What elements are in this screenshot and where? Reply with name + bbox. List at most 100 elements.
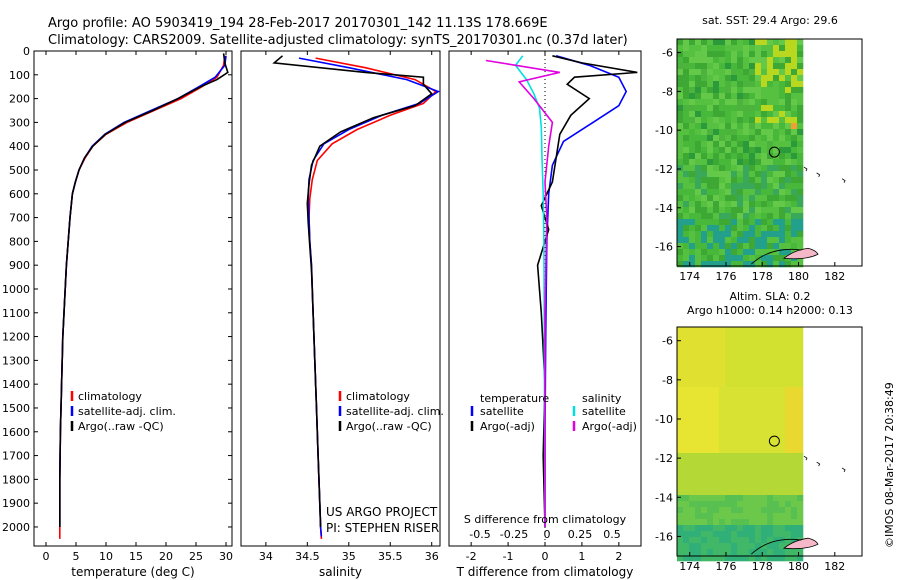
map-cell (713, 333, 720, 340)
legend-entry: Argo(-adj) (582, 420, 637, 433)
map-cell (677, 177, 684, 184)
y-tick-label: 1300 (2, 354, 30, 367)
map-cell (767, 189, 774, 196)
map-cell (755, 387, 762, 394)
map-cell (791, 381, 798, 388)
map-cell (689, 399, 696, 406)
map-cell (713, 447, 720, 454)
map-cell (743, 381, 750, 388)
map-cell (761, 159, 768, 166)
map-cell (719, 525, 726, 532)
map-cell (725, 243, 732, 250)
map-cell (785, 123, 792, 130)
map-cell (725, 105, 732, 112)
y-tick-label: 900 (9, 259, 30, 272)
map-cell (701, 393, 708, 400)
map-cell (791, 483, 798, 490)
map-cell (689, 495, 696, 502)
map-cell (713, 93, 720, 100)
map-cell (683, 489, 690, 496)
map-cell (677, 87, 684, 94)
map-cell (677, 333, 684, 340)
map-cell (749, 45, 756, 52)
map-cell (713, 351, 720, 358)
map-cell (755, 405, 762, 412)
map-cell (773, 375, 780, 382)
map-cell (713, 99, 720, 106)
map-cell (719, 393, 726, 400)
map-cell (737, 435, 744, 442)
map-cell (743, 111, 750, 118)
map-cell (761, 51, 768, 58)
map-cell (767, 351, 774, 358)
map-cell (779, 549, 786, 556)
map-cell (701, 75, 708, 82)
map-cell (755, 555, 762, 562)
legend-entry: satellite-adj. clim. (346, 405, 444, 418)
map-cell (683, 201, 690, 208)
y-tick-label: 1900 (2, 497, 30, 510)
map-cell (695, 213, 702, 220)
map-cell (767, 105, 774, 112)
map-cell (773, 441, 780, 448)
map-cell (701, 399, 708, 406)
map-cell (695, 489, 702, 496)
map-cell (725, 153, 732, 160)
map-cell (683, 255, 690, 262)
map-cell (743, 105, 750, 112)
map-cell (701, 447, 708, 454)
map-cell (767, 255, 774, 262)
map-cell (707, 537, 714, 544)
map-cell (683, 447, 690, 454)
y-tick-label: 200 (9, 93, 30, 106)
x-tick-label: 10 (99, 550, 113, 563)
map-cell (761, 117, 768, 124)
map-cell (695, 99, 702, 106)
map-cell (791, 351, 798, 358)
salinity-panel: 34 34.5 35 35.5 36salinityclimatologysatelli… (240, 50, 444, 579)
map-cell (713, 255, 720, 262)
map-cell (701, 195, 708, 202)
map-cell (695, 93, 702, 100)
map-cell (677, 447, 684, 454)
map-cell (677, 213, 684, 220)
map-cell (725, 399, 732, 406)
y-tick-label: -14 (655, 491, 673, 504)
map-cell (713, 345, 720, 352)
map-cell (689, 237, 696, 244)
map-cell (743, 489, 750, 496)
map-cell (701, 237, 708, 244)
map-cell (731, 165, 738, 172)
map-cell (725, 489, 732, 496)
map-cell (743, 99, 750, 106)
map-cell (785, 195, 792, 202)
map-cell (701, 261, 708, 268)
map-cell (755, 255, 762, 262)
map-cell (761, 525, 768, 532)
map-cell (743, 195, 750, 202)
map-cell (761, 123, 768, 130)
map-cell (767, 129, 774, 136)
map-cell (797, 129, 804, 136)
map-cell (773, 459, 780, 466)
map-cell (755, 183, 762, 190)
map-cell (785, 339, 792, 346)
map-cell (767, 207, 774, 214)
map-cell (713, 225, 720, 232)
map-cell (773, 165, 780, 172)
map-cell (713, 453, 720, 460)
map-cell (695, 531, 702, 538)
map-cell (689, 93, 696, 100)
map-cell (683, 57, 690, 64)
map-cell (791, 231, 798, 238)
map-cell (707, 105, 714, 112)
map-cell (785, 99, 792, 106)
top-tick-label: 0.5 (603, 528, 621, 541)
map-cell (725, 99, 732, 106)
map-cell (701, 123, 708, 130)
map-cell (683, 153, 690, 160)
map-cell (749, 57, 756, 64)
map-cell (695, 201, 702, 208)
map-cell (749, 459, 756, 466)
map-cell (761, 519, 768, 526)
